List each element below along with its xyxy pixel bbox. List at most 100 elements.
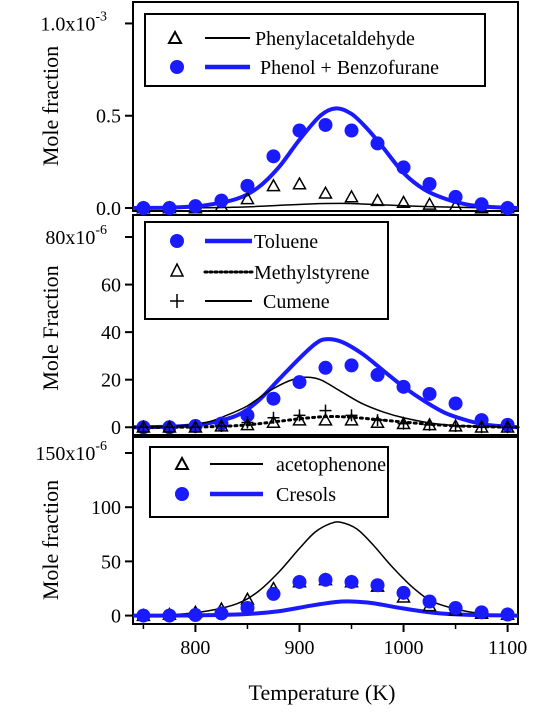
data-point-toluene <box>240 408 255 423</box>
legend-phenol-benzofurane: Phenol + Benzofurane <box>260 57 439 79</box>
data-point-cresols <box>188 608 203 623</box>
data-point-toluene <box>318 360 333 375</box>
y-tick-label: 1.0x10-3 <box>40 9 107 35</box>
x-tick-label: 800 <box>180 637 210 659</box>
data-point-cresols <box>292 574 307 589</box>
y-tick-label: 50 <box>101 551 121 573</box>
mid-y-axis-label: Mole Fraction <box>38 265 63 390</box>
data-point-cumene <box>345 409 358 422</box>
panel-mid-plot: 0 20 40 60 80x10-6 <box>45 223 520 439</box>
data-point-methylstyrene <box>318 412 333 426</box>
panel-top-frame <box>132 1 519 212</box>
bot-y-axis-label: Mole fraction <box>38 480 63 600</box>
data-point-cresols <box>344 574 359 589</box>
data-point-cumene <box>267 411 280 424</box>
data-point-cresols <box>500 607 515 622</box>
legend-acetophenone: acetophenone <box>276 454 386 476</box>
panel-top-plot: 0.0 0.5 1.0x10-3 <box>40 9 519 220</box>
data-point-cumene <box>501 421 514 434</box>
data-point-cresols <box>240 600 255 615</box>
data-point-phenol-benzofurane <box>448 189 463 204</box>
y-tick-label: 0.0 <box>96 198 121 220</box>
legend-cumene: Cumene <box>263 291 330 313</box>
data-point-toluene <box>448 396 463 411</box>
x-tick-label: 1000 <box>384 637 424 659</box>
legend-phenylacetaldehyde: Phenylacetaldehyde <box>255 28 415 50</box>
x-tick-label: 1100 <box>488 637 527 659</box>
y-tick-label: 20 <box>101 370 121 392</box>
data-point-cumene <box>293 409 306 422</box>
data-point-phenylacetaldehyde <box>448 198 463 212</box>
y-tick-label: 150x10-6 <box>35 439 107 465</box>
legend-mid-box <box>144 221 389 320</box>
data-point-cumene <box>397 417 410 430</box>
y-tick-label: 80x10-6 <box>45 223 107 249</box>
data-point-toluene <box>422 386 437 401</box>
data-point-phenylacetaldehyde <box>344 189 359 203</box>
data-point-toluene <box>370 367 385 382</box>
data-point-cresols <box>422 594 437 609</box>
data-point-phenol-benzofurane <box>500 201 515 215</box>
data-point-phenylacetaldehyde <box>422 196 437 210</box>
panel-bot-frame <box>132 436 519 625</box>
data-point-phenylacetaldehyde <box>318 185 333 199</box>
data-point-phenylacetaldehyde <box>266 178 281 192</box>
data-point-toluene <box>344 358 359 373</box>
data-point-phenylacetaldehyde <box>292 176 307 190</box>
legend-cresols: Cresols <box>276 484 336 506</box>
data-point-phenol-benzofurane <box>188 199 203 214</box>
data-point-cumene <box>475 421 488 434</box>
data-point-cresols <box>318 572 333 587</box>
x-tick-label: 900 <box>284 637 314 659</box>
series-line-phenylacetaldehyde <box>132 202 519 209</box>
y-tick-label: 0.5 <box>96 106 121 128</box>
data-point-cumene <box>241 416 254 429</box>
data-point-phenol-benzofurane <box>422 177 437 192</box>
legend-toluene: Toluene <box>254 231 318 253</box>
data-point-methylstyrene <box>292 412 307 426</box>
data-point-toluene <box>266 391 281 406</box>
series-line-acetophenone <box>132 521 519 617</box>
data-point-phenol-benzofurane <box>344 123 359 138</box>
data-point-phenol-benzofurane <box>474 197 489 212</box>
data-point-cresols <box>162 608 177 623</box>
top-y-axis-label: Mole fraction <box>38 46 63 166</box>
data-point-methylstyrene <box>266 414 281 429</box>
legend-bot-symbols <box>174 455 263 501</box>
data-point-phenylacetaldehyde <box>396 194 411 209</box>
data-point-phenol-benzofurane <box>292 123 307 138</box>
data-point-toluene <box>292 375 307 390</box>
data-point-phenol-benzofurane <box>240 178 255 193</box>
data-point-cresols <box>214 606 229 621</box>
legend-triangle-marker <box>169 262 185 277</box>
data-point-phenylacetaldehyde <box>240 191 255 205</box>
data-point-phenol-benzofurane <box>318 117 333 132</box>
data-point-cresols <box>474 605 489 620</box>
series-line-cresols <box>132 599 519 618</box>
legend-top-box <box>144 13 486 87</box>
data-point-methylstyrene <box>240 417 255 431</box>
legend-mid-symbols <box>169 234 254 308</box>
data-point-cumene <box>189 421 202 434</box>
data-point-phenol-benzofurane <box>214 193 229 208</box>
data-point-phenol-benzofurane <box>136 201 151 215</box>
legend-circle-marker <box>175 487 189 501</box>
y-tick-label: 40 <box>101 322 121 344</box>
data-point-cumene <box>449 420 462 433</box>
data-point-methylstyrene <box>370 414 385 429</box>
data-point-phenylacetaldehyde <box>370 193 385 207</box>
legend-circle-marker <box>170 60 184 74</box>
data-point-cumene <box>423 418 436 431</box>
y-tick-exponent: -3 <box>95 9 107 24</box>
series-line-phenol-benzofurane <box>132 106 519 210</box>
data-point-cumene <box>319 404 332 417</box>
data-point-cresols <box>136 608 151 623</box>
y-tick-label: 0 <box>111 417 121 439</box>
legend-triangle-marker <box>167 29 183 44</box>
y-tick-label: 60 <box>101 275 121 297</box>
data-point-cumene <box>137 421 150 434</box>
legend-top-symbols <box>167 29 250 74</box>
x-axis-label: Temperature (K) <box>249 680 396 705</box>
y-tick-label: 100 <box>91 497 121 519</box>
